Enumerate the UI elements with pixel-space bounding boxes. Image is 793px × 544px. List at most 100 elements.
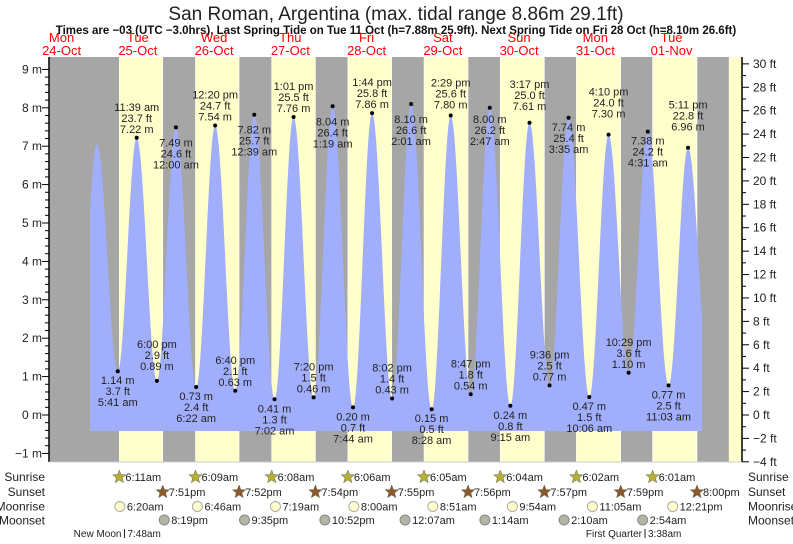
- tide-label: 0.41 m1.3 ft7:02 am: [255, 403, 295, 437]
- sunset-time: 8:00pm: [703, 487, 740, 499]
- moonset-icon: [637, 514, 649, 526]
- tide-height-ft: 26.6 ft: [396, 125, 427, 137]
- tide-height-m: 6.96 m: [671, 122, 705, 134]
- tide-time: 12:20 pm: [192, 89, 238, 101]
- right-axis-tick-label: 18 ft: [753, 197, 777, 211]
- tide-label: 1.14 m3.7 ft5:41 am: [98, 375, 138, 409]
- tide-height-ft: 3.7 ft: [106, 386, 130, 398]
- tide-height-m: 0.15 m: [415, 413, 449, 425]
- tide-height-ft: 1.5 ft: [577, 412, 601, 424]
- tide-height-ft: 24.0 ft: [593, 98, 624, 110]
- tide-height-m: 0.46 m: [297, 383, 331, 395]
- tide-height-ft: 0.7 ft: [341, 422, 365, 434]
- left-axis-tick-label: 9 m: [22, 62, 42, 76]
- right-axis-tick-label: 24 ft: [753, 127, 777, 141]
- sunset-icon: [384, 484, 400, 499]
- low-tide-marker: 0.20 m0.7 ft7:44 am: [333, 405, 373, 445]
- right-axis-tick-label: 10 ft: [753, 291, 777, 305]
- sunrise-time: 6:11am: [125, 472, 161, 484]
- tide-height-ft: 24.6 ft: [161, 148, 192, 160]
- tide-height-ft: 2.1 ft: [223, 366, 247, 378]
- tide-height-ft: 23.7 ft: [121, 113, 152, 125]
- day-label-weekday: Fri: [359, 30, 374, 45]
- moonset-time: 12:07am: [412, 515, 455, 527]
- tide-height-ft: 1.8 ft: [458, 369, 482, 381]
- tide-height-m: 7.74 m: [552, 122, 586, 134]
- tide-time: 6:40 pm: [215, 355, 255, 367]
- tide-height-ft: 3.6 ft: [616, 348, 640, 360]
- right-axis-tick-label: 28 ft: [753, 80, 777, 94]
- tide-label: 0.24 m0.8 ft9:15 am: [490, 410, 530, 444]
- right-axis-tick-label: 6 ft: [753, 338, 770, 352]
- sunrise-time: 6:06am: [354, 472, 391, 484]
- moonset-icon: [479, 514, 491, 526]
- moonset-icon: [558, 514, 570, 526]
- right-axis-tick-label: 4 ft: [753, 361, 770, 375]
- day-label-date: 26-Oct: [195, 43, 234, 58]
- tide-area: [90, 104, 702, 431]
- tide-time: 9:36 pm: [530, 349, 570, 361]
- moonset-icon: [158, 514, 170, 526]
- right-axis-tick-label: 22 ft: [753, 151, 777, 165]
- tide-height-ft: 25.5 ft: [278, 92, 309, 104]
- tide-time: 8:47 pm: [451, 358, 491, 370]
- tide-time: 12:39 am: [231, 147, 277, 159]
- day-band: [728, 57, 742, 462]
- moonrise-icon: [586, 501, 598, 512]
- moonset-time: 2:54am: [650, 515, 687, 527]
- left-axis-tick-label: 3 m: [22, 293, 42, 307]
- tide-time: 2:29 pm: [431, 77, 471, 89]
- tide-point: [645, 129, 650, 134]
- tide-label: 10:29 pm3.6 ft1.10 m: [606, 337, 652, 371]
- tide-time: 4:10 pm: [589, 87, 629, 99]
- tide-height-m: 1.14 m: [101, 375, 135, 387]
- left-axis-tick-label: 1 m: [22, 370, 42, 384]
- tide-label: 7.38 m24.2 ft4:31 am: [628, 136, 668, 170]
- moonrise-icon: [114, 501, 126, 512]
- sunset-time: 7:59pm: [627, 487, 664, 499]
- low-tide-marker: 0.41 m1.3 ft7:02 am: [255, 397, 295, 437]
- tide-label: 0.20 m0.7 ft7:44 am: [333, 411, 373, 445]
- right-axis-tick-label: 26 ft: [753, 104, 777, 118]
- tide-point: [351, 405, 356, 410]
- sunrise-time: 6:02am: [582, 472, 619, 484]
- sunset-time: 7:56pm: [474, 487, 511, 499]
- sunrise-time: 6:05am: [430, 472, 467, 484]
- tide-label: 8.04 m26.4 ft1:19 am: [313, 116, 353, 150]
- axes: −1 m 0 m 1 m 2 m 3 m 4 m 5 m 6 m 7 m 8 m 9 m −4 ft −…: [15, 57, 777, 469]
- sunset-time: 7:54pm: [321, 487, 358, 499]
- tide-point: [173, 125, 178, 130]
- tide-point: [291, 115, 296, 120]
- day-label-weekday: Tue: [661, 30, 683, 45]
- moonrise-time: 8:00am: [361, 502, 398, 514]
- tide-height-ft: 2.5 ft: [656, 400, 680, 412]
- day-label-weekday: Sat: [433, 30, 453, 45]
- high-tide-marker: 7.38 m24.2 ft4:31 am: [628, 129, 668, 170]
- right-axis-tick-label: −2 ft: [753, 431, 777, 445]
- right-axis-tick-label: 2 ft: [753, 385, 770, 399]
- tide-height-ft: 1.5 ft: [301, 372, 325, 384]
- tide-point: [213, 123, 218, 128]
- tide-height-ft: 25.6 ft: [435, 88, 466, 100]
- moonrise-row-label-left: Moonrise: [0, 500, 45, 514]
- tide-time: 7:20 pm: [294, 361, 334, 373]
- moonset-time: 10:52pm: [332, 515, 375, 527]
- moonset-icon: [399, 514, 411, 526]
- tide-time: 8:02 pm: [372, 362, 412, 374]
- tide-height-m: 0.77 m: [652, 389, 686, 401]
- day-label-date: 24-Oct: [42, 43, 81, 58]
- tide-height-ft: 2.5 ft: [537, 360, 561, 372]
- tide-point: [272, 397, 277, 402]
- low-tide-marker: 6:00 pm2.9 ft0.89 m: [137, 339, 177, 383]
- tide-label: 8.00 m26.2 ft2:47 am: [470, 114, 510, 148]
- tide-point: [134, 135, 139, 140]
- tide-height-ft: 26.2 ft: [475, 125, 506, 137]
